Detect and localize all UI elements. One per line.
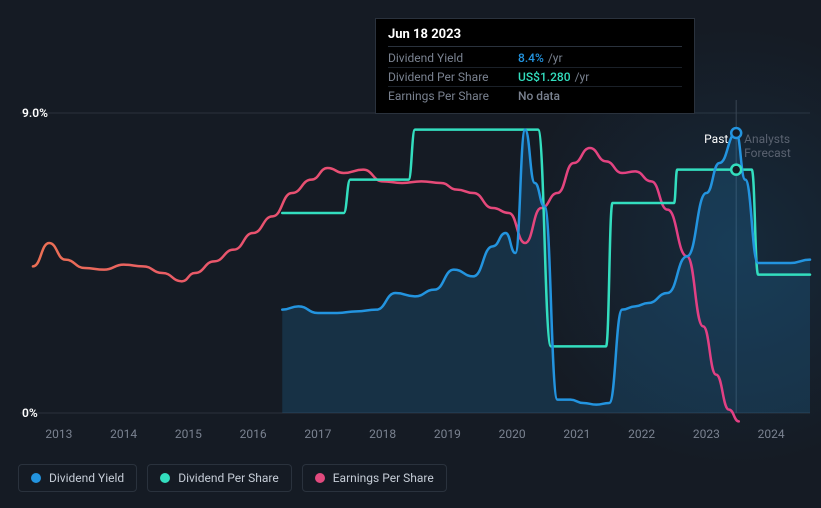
x-tick: 2016 (240, 427, 267, 441)
legend-item-dividend_per_share[interactable]: Dividend Per Share (147, 464, 292, 492)
tooltip-row-label: Dividend Yield (388, 51, 518, 65)
legend-label: Earnings Per Share (333, 471, 434, 485)
chart-legend: Dividend Yield Dividend Per Share Earnings… (18, 464, 447, 492)
chart-tooltip: Jun 18 2023 Dividend Yield8.4%/yrDividen… (375, 18, 695, 114)
x-tick: 2021 (563, 427, 590, 441)
legend-dot-icon (31, 473, 41, 483)
tooltip-row-label: Dividend Per Share (388, 70, 518, 84)
legend-dot-icon (315, 473, 325, 483)
tooltip-row-unit: /yr (575, 70, 590, 84)
legend-label: Dividend Yield (49, 471, 124, 485)
x-tick: 2015 (175, 427, 202, 441)
tooltip-row: Earnings Per ShareNo data (388, 87, 682, 105)
y-axis-min-label: 0% (22, 406, 38, 420)
tooltip-row: Dividend Yield8.4% /yr (388, 49, 682, 68)
x-tick: 2023 (693, 427, 720, 441)
x-tick: 2018 (369, 427, 396, 441)
tooltip-row-label: Earnings Per Share (388, 89, 518, 103)
y-axis-max-label: 9.0% (22, 106, 48, 120)
x-tick: 2019 (434, 427, 461, 441)
x-tick: 2017 (304, 427, 331, 441)
past-label: Past (704, 132, 728, 146)
x-tick: 2022 (628, 427, 655, 441)
x-tick: 2024 (758, 427, 785, 441)
legend-item-earnings_per_share[interactable]: Earnings Per Share (302, 464, 447, 492)
legend-item-dividend_yield[interactable]: Dividend Yield (18, 464, 137, 492)
tooltip-date: Jun 18 2023 (388, 27, 682, 47)
forecast-label: Analysts Forecast (744, 132, 821, 160)
x-tick: 2020 (499, 427, 526, 441)
tooltip-row-value: 8.4% (518, 51, 544, 65)
x-tick: 2013 (45, 427, 72, 441)
tooltip-row-value: US$1.280 (518, 70, 571, 84)
dividend-chart: 9.0% 0% 2013 2014 2015 2016 2017 2018 2019 2020… (0, 0, 821, 508)
legend-dot-icon (160, 473, 170, 483)
tooltip-row: Dividend Per ShareUS$1.280/yr (388, 68, 682, 87)
tooltip-row-value: No data (518, 89, 560, 103)
tooltip-row-unit: /yr (548, 51, 563, 65)
legend-label: Dividend Per Share (178, 471, 279, 485)
x-tick: 2014 (110, 427, 137, 441)
